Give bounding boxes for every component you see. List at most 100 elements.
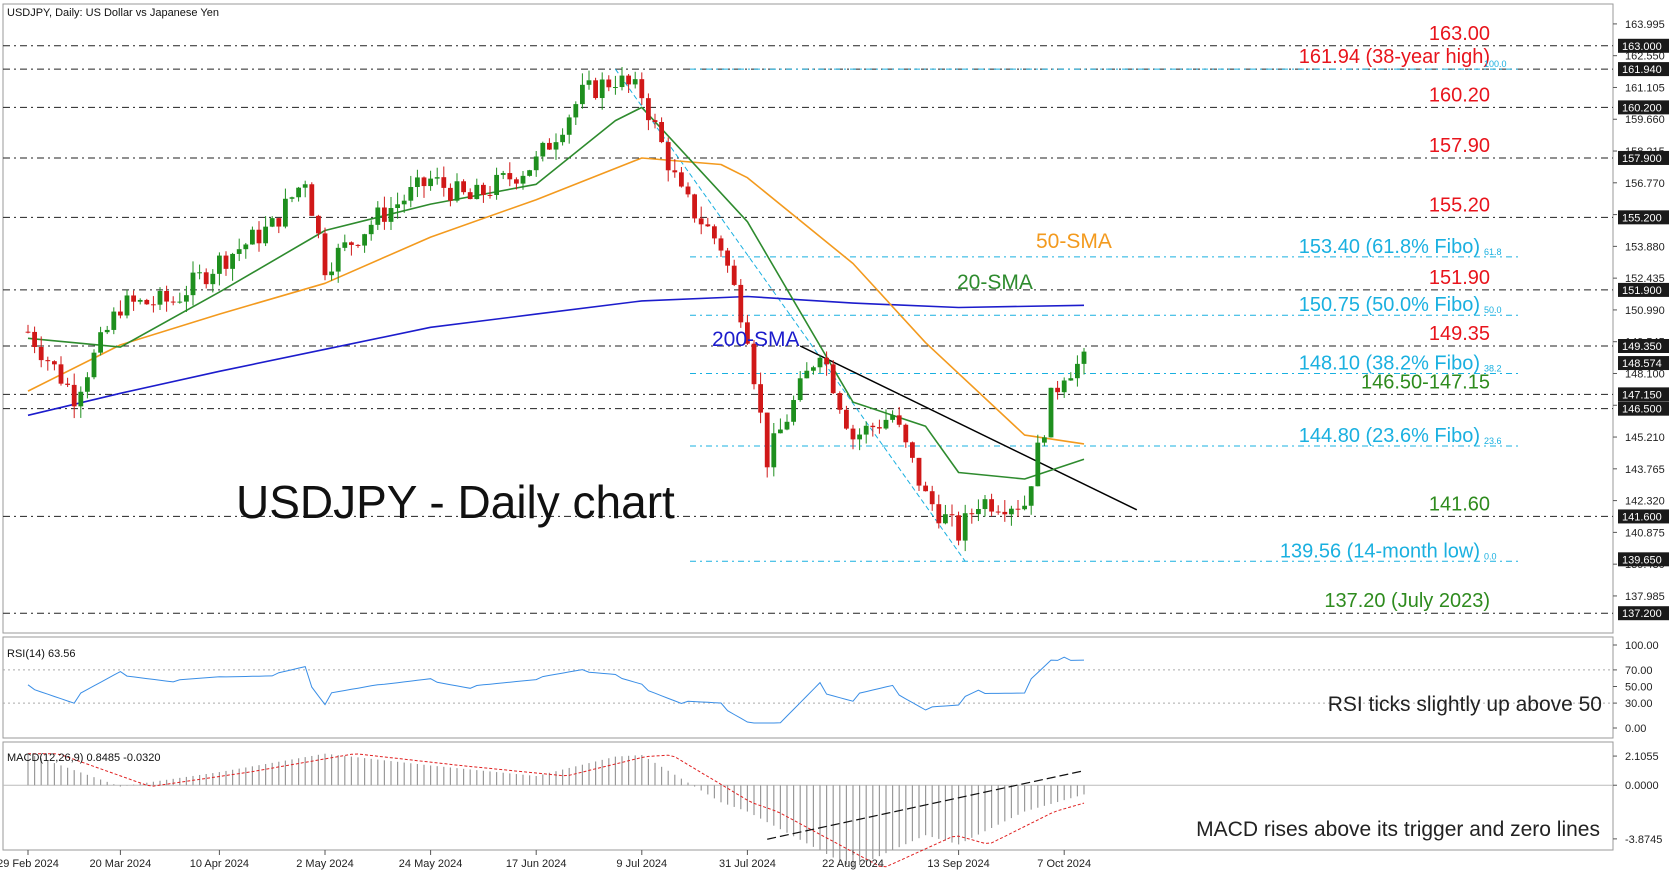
candle-body: [71, 384, 77, 407]
date-label: 9 Jul 2024: [616, 858, 667, 870]
candle-body: [976, 509, 981, 515]
rsi-annotation: RSI ticks slightly up above 50: [1328, 693, 1602, 716]
candle-body: [395, 204, 400, 209]
candle-body: [250, 229, 255, 245]
candle-body: [1048, 387, 1054, 438]
candle-body: [1002, 511, 1008, 515]
candle-body: [718, 238, 724, 251]
fibo-tag: 0.0: [1484, 551, 1497, 561]
rsi-tick-label: 100.00: [1625, 640, 1659, 652]
candle-body: [104, 329, 110, 333]
candle-body: [118, 311, 123, 316]
candles: [25, 67, 1087, 552]
level-label: 141.60: [1429, 493, 1490, 515]
candle-body: [170, 301, 176, 303]
candle-body: [137, 299, 143, 302]
candle-body: [1061, 380, 1067, 393]
candle-body: [481, 184, 486, 195]
candle-body: [738, 284, 744, 323]
price-tick-label: 163.995: [1625, 19, 1665, 31]
candle-body: [890, 415, 895, 420]
candle-body: [916, 457, 922, 486]
candle-body: [962, 513, 968, 541]
candle-body: [467, 192, 473, 200]
candle-body: [461, 181, 466, 193]
candle-body: [844, 409, 849, 429]
candle-body: [646, 98, 651, 121]
candle-body: [1015, 508, 1021, 510]
price-tick-label: 142.320: [1625, 496, 1665, 508]
candle-body: [712, 226, 717, 239]
candle-body: [817, 357, 823, 368]
candle-body: [837, 393, 843, 410]
price-tag-box: [1618, 150, 1669, 165]
candle-body: [923, 485, 928, 492]
candle-body: [177, 301, 183, 303]
candle-body: [322, 233, 328, 276]
level-label: 151.90: [1429, 267, 1490, 289]
price-tag: 151.900: [1622, 285, 1662, 297]
price-tag-box: [1618, 62, 1669, 77]
candle-body: [230, 253, 235, 269]
candle-body: [989, 499, 994, 512]
candle-body: [533, 156, 539, 171]
candle-body: [586, 80, 592, 85]
price-tick-label: 161.105: [1625, 82, 1665, 94]
price-tag: 147.150: [1622, 389, 1662, 401]
price-tick-label: 153.880: [1625, 241, 1665, 253]
candle-body: [210, 273, 216, 285]
rsi-tick-label: 70.00: [1625, 665, 1653, 677]
candle-body: [434, 177, 440, 179]
price-tick-label: 156.770: [1625, 178, 1665, 190]
fibo-tag: 61.8: [1484, 247, 1502, 257]
candle-body: [164, 290, 169, 302]
sma50-line: [27, 157, 1085, 445]
candle-body: [454, 181, 460, 201]
fibo-label: 148.10 (38.2% Fibo): [1299, 352, 1480, 374]
candle-body: [725, 250, 730, 266]
candle-body: [745, 322, 750, 344]
date-label: 20 Mar 2024: [90, 858, 152, 870]
candle-body: [679, 172, 684, 187]
price-tag-box: [1618, 100, 1669, 115]
moving-averages: [27, 106, 1085, 480]
fibo-tag: 50.0: [1484, 305, 1502, 315]
date-label: 17 Jun 2024: [506, 858, 567, 870]
level-label: 157.90: [1429, 135, 1490, 157]
candle-body: [487, 194, 493, 196]
level-label: 163.00: [1429, 23, 1490, 45]
rsi-line: [27, 656, 1085, 724]
candle-body: [949, 514, 955, 516]
sma20-line: [27, 106, 1085, 480]
candle-body: [368, 224, 374, 235]
candle-body: [771, 433, 777, 468]
candle-body: [850, 428, 856, 440]
rsi-tick-label: 50.00: [1625, 682, 1653, 694]
macd-pane: 2.1055 0.0000 -3.8745: [3, 751, 1662, 869]
price-tag: 148.574: [1622, 358, 1662, 370]
candle-body: [157, 290, 163, 305]
fibo-label: 153.40 (61.8% Fibo): [1299, 236, 1480, 258]
level-label: 149.35: [1429, 323, 1490, 345]
candle-body: [124, 295, 130, 316]
candle-body: [824, 357, 829, 365]
candle-body: [362, 234, 367, 246]
candle-body: [1028, 486, 1034, 506]
candle-body: [111, 311, 117, 330]
candle-body: [217, 255, 222, 274]
candle-body: [883, 419, 889, 429]
candle-body: [184, 295, 189, 302]
fibo-tag: 23.6: [1484, 436, 1502, 446]
candle-body: [1075, 363, 1080, 379]
candle-body: [936, 504, 942, 524]
date-label: 13 Sep 2024: [927, 858, 989, 870]
macd-tick-label: 2.1055: [1625, 751, 1659, 763]
rsi-tick-label: 0.00: [1625, 723, 1646, 735]
candle-body: [659, 122, 664, 143]
level-label: 160.20: [1429, 84, 1490, 106]
candle-body: [560, 134, 565, 143]
fibo-label: 150.75 (50.0% Fibo): [1299, 294, 1480, 316]
price-tag-box: [1618, 282, 1669, 297]
price-tick-label: 140.875: [1625, 527, 1665, 539]
